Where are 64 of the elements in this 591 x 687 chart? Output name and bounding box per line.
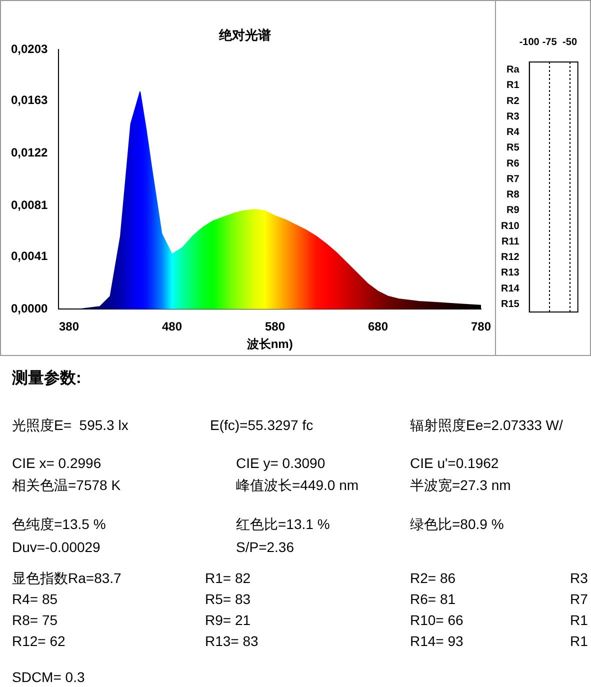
text: 显色指数Ra=83.7 [12,570,122,587]
text: R4= 85 [12,591,58,608]
y-tick-label: R1 [506,80,520,92]
x-tick-label: 380 [58,320,80,334]
y-tick-label: R8 [506,190,520,201]
text: 相关色温=7578 K [12,477,121,494]
x-axis-title: 波长nm) [246,337,293,352]
y-tick-label: R6 [506,158,520,170]
text: 辐射照度Ee=2.07333 W/ [410,417,563,434]
text: R2= 86 [410,570,456,587]
text: CIE u'=0.1962 [410,455,499,472]
text: 红色比=13.1 % [236,516,330,533]
x-tick-label: 480 [162,320,182,334]
x-tick-label: 780 [470,320,492,334]
text: R8= 75 [12,612,58,629]
text: R1 [570,633,588,650]
text: R1= 82 [205,570,251,587]
text: CIE x= 0.2996 [12,455,102,472]
y-tick-label: 0,0041 [11,249,48,264]
text: R7 [570,591,588,608]
text: 半波宽=27.3 nm [410,477,511,494]
x-tick-label: 680 [368,320,388,334]
x-tick-label: -50 [562,36,578,48]
text: E(fc)=55.3297 fc [210,417,314,434]
text: CIE y= 0.3090 [236,455,326,472]
x-tick-label: 580 [264,320,286,334]
y-tick-label: 0,0081 [11,198,48,212]
text: R3 [570,570,588,587]
y-tick-label: R9 [506,205,520,216]
text: 绿色比=80.9 % [410,516,504,533]
text: SDCM= 0.3 [12,669,85,686]
text: 测量参数: [12,368,82,389]
y-tick-label: R4 [506,127,520,138]
text: 峰值波长=449.0 nm [236,477,360,494]
text: R6= 81 [410,591,456,608]
x-tick-label: -75 [542,36,558,48]
chart-title: 绝对光谱 [218,27,271,42]
text: S/P=2.36 [236,539,294,556]
y-tick-label: R13 [500,268,520,279]
y-tick-label: 0,0000 [11,302,48,316]
text: R12= 62 [12,633,66,650]
y-tick-label: R10 [500,220,520,232]
text: R1 [570,612,588,629]
y-tick-label: R15 [500,298,520,310]
y-tick-label: R14 [500,283,520,294]
text: R13= 83 [205,633,258,650]
y-tick-label: R3 [506,111,520,122]
y-tick-label: Ra [506,64,520,76]
text: R14= 93 [410,633,464,650]
x-tick-label: -100 [519,36,540,48]
text: Duv=-0.00029 [12,539,100,556]
text: R10= 66 [410,612,464,629]
y-tick-label: R7 [506,174,520,185]
text: R9= 21 [205,612,251,629]
y-tick-label: R12 [500,252,520,264]
y-tick-label: 0,0122 [11,145,48,160]
text: 光照度E= 595.3 lx [12,417,128,434]
y-tick-label: 0,0163 [11,93,48,108]
y-tick-label: R2 [506,96,520,107]
y-tick-label: R5 [506,142,520,154]
text: R5= 83 [205,591,251,608]
y-tick-label: R11 [502,236,520,248]
y-tick-label: 0,0203 [11,42,48,56]
text: 色纯度=13.5 % [12,516,106,533]
